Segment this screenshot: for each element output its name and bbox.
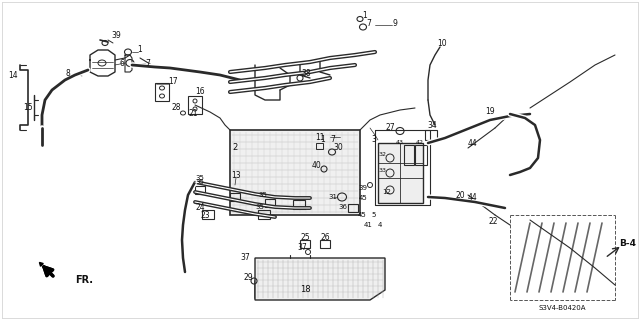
Text: 7: 7	[367, 20, 371, 28]
Text: 11: 11	[316, 132, 324, 141]
Text: 45: 45	[358, 212, 366, 218]
Text: 29: 29	[243, 273, 253, 282]
Text: 26: 26	[320, 233, 330, 242]
Text: 39: 39	[358, 185, 367, 191]
Text: 38: 38	[301, 69, 311, 78]
Bar	[378, 143, 423, 203]
Text: 32: 32	[379, 153, 387, 157]
Text: 16: 16	[195, 87, 205, 97]
Text: 10: 10	[437, 38, 447, 47]
Text: 44: 44	[467, 139, 477, 148]
Text: 5: 5	[372, 212, 376, 218]
Bar	[202, 210, 214, 219]
Text: B-4: B-4	[620, 238, 637, 247]
Text: 3: 3	[372, 134, 376, 143]
Bar	[425, 130, 437, 140]
Bar	[265, 199, 275, 207]
Text: 22: 22	[488, 218, 498, 227]
Bar	[415, 145, 427, 165]
Text: 34: 34	[427, 122, 437, 131]
Bar	[230, 130, 360, 215]
Text: 19: 19	[485, 108, 495, 116]
Text: 42: 42	[416, 140, 424, 146]
Text: FR.: FR.	[75, 275, 93, 285]
Text: 13: 13	[231, 171, 241, 180]
Text: 7: 7	[145, 59, 150, 68]
Text: 41: 41	[364, 222, 372, 228]
Text: 44: 44	[468, 194, 478, 203]
Text: 33: 33	[379, 167, 387, 172]
Text: 9: 9	[392, 20, 397, 28]
Bar	[404, 145, 414, 165]
Text: 37: 37	[297, 244, 307, 252]
Bar	[195, 186, 205, 194]
Text: 1: 1	[321, 135, 325, 145]
Bar	[316, 143, 323, 149]
Text: 31: 31	[328, 194, 337, 200]
Text: 18: 18	[300, 285, 310, 294]
Text: 2: 2	[232, 143, 237, 153]
Text: S3V4-B0420A: S3V4-B0420A	[538, 305, 586, 311]
Bar	[348, 204, 358, 212]
Bar	[300, 240, 310, 248]
Polygon shape	[40, 262, 44, 266]
Text: 35: 35	[255, 204, 264, 210]
Text: 45: 45	[358, 195, 367, 201]
Bar	[230, 193, 240, 201]
Text: 28: 28	[172, 103, 180, 113]
Text: 20: 20	[455, 190, 465, 199]
Bar	[155, 83, 169, 101]
Text: 23: 23	[200, 212, 210, 220]
Bar	[320, 240, 330, 248]
Text: 30: 30	[333, 143, 343, 153]
Text: 43: 43	[396, 140, 404, 146]
Text: 37: 37	[240, 252, 250, 261]
Text: 17: 17	[168, 77, 178, 86]
Text: 24: 24	[195, 203, 205, 212]
Text: 1: 1	[363, 11, 367, 20]
Text: 35: 35	[259, 192, 268, 198]
Text: 27: 27	[385, 123, 395, 132]
Text: 12: 12	[383, 189, 392, 195]
Text: 35: 35	[196, 179, 204, 185]
Text: 25: 25	[300, 233, 310, 242]
Text: 40: 40	[311, 161, 321, 170]
Text: 6: 6	[120, 59, 124, 68]
Text: 14: 14	[8, 70, 18, 79]
Text: 15: 15	[23, 103, 33, 113]
Text: 1: 1	[138, 44, 142, 53]
Text: 8: 8	[66, 69, 70, 78]
Text: 7: 7	[331, 135, 335, 145]
Text: 4: 4	[378, 222, 382, 228]
Text: 39: 39	[111, 30, 121, 39]
Bar	[293, 200, 305, 209]
Text: 36: 36	[339, 204, 348, 210]
Polygon shape	[255, 258, 385, 300]
Bar	[188, 96, 202, 114]
Text: 35: 35	[196, 175, 204, 181]
Text: 21: 21	[188, 108, 198, 117]
Bar	[258, 210, 270, 219]
